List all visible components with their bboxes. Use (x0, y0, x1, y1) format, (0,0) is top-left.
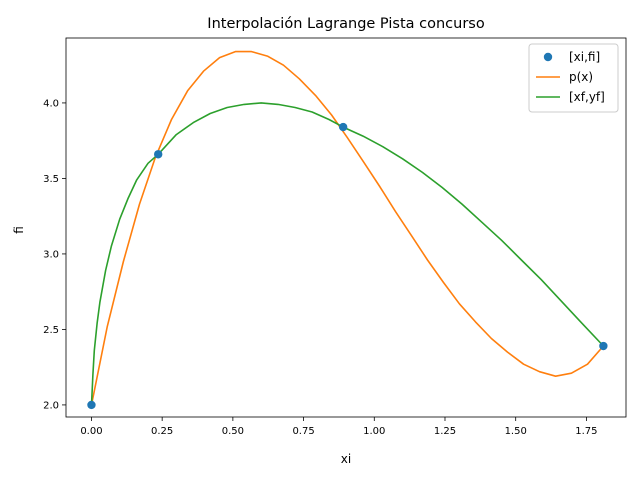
series-line-p-x (90, 50, 605, 406)
axes-frame (65, 37, 627, 418)
legend-box (528, 43, 619, 113)
x-tick-label: 1.00 (363, 426, 385, 437)
legend-label: [xi,fi] (569, 50, 600, 64)
y-axis: 2.0 2.5 3.0 3.5 4.0 (43, 98, 66, 411)
legend-marker (543, 52, 553, 62)
legend-label: p(x) (569, 70, 593, 84)
x-axis: 0.00 0.25 0.50 0.75 1.00 1.25 1.50 1.75 (80, 417, 598, 437)
x-tick-label: 1.25 (434, 426, 456, 437)
legend-label: [xf,yf] (569, 90, 605, 104)
y-axis-label: fi (12, 226, 26, 234)
x-tick-label: 0.00 (80, 426, 102, 437)
legend: [xi,fi] p(x) [xf,yf] (528, 43, 619, 113)
chart-title: Interpolación Lagrange Pista concurso (207, 16, 485, 32)
x-axis-label: xi (341, 452, 351, 466)
data-point (599, 341, 608, 351)
data-point (87, 400, 96, 410)
data-point (338, 122, 348, 132)
x-tick-label: 0.50 (222, 426, 244, 437)
x-tick-label: 0.75 (292, 426, 314, 437)
y-tick-label: 4.0 (43, 98, 59, 109)
x-tick-label: 1.50 (505, 426, 527, 437)
y-tick-label: 2.0 (43, 400, 59, 411)
x-tick-label: 0.25 (151, 426, 173, 437)
y-tick-label: 2.5 (43, 325, 59, 336)
y-tick-label: 3.5 (43, 174, 59, 185)
data-point (154, 150, 163, 159)
x-tick-label: 1.75 (575, 426, 597, 437)
y-tick-label: 3.0 (43, 249, 59, 260)
plot-area (87, 50, 608, 410)
series-line-xf-yf (90, 102, 604, 405)
